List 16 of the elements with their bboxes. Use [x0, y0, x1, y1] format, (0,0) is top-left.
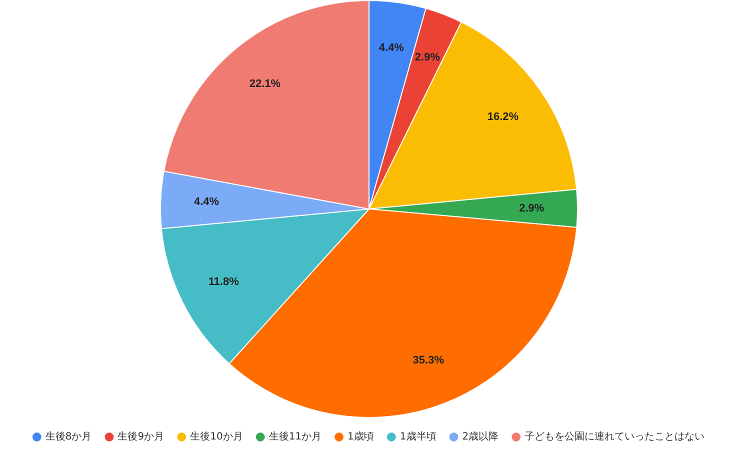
legend-label: 生後8か月 — [45, 430, 92, 443]
legend-label: 1歳頃 — [348, 430, 374, 443]
data-label: 22.1% — [249, 78, 281, 90]
legend-label: 1歳半頃 — [400, 430, 436, 443]
legend-label: 生後10か月 — [190, 430, 243, 443]
data-label: 4.4% — [194, 196, 220, 208]
legend-label: 子どもを公園に連れていったことはない — [524, 430, 705, 443]
legend-label: 2歳以降 — [462, 430, 499, 443]
data-label: 2.9% — [519, 202, 544, 215]
data-label: 2.9% — [414, 51, 440, 64]
data-label: 16.2% — [487, 110, 519, 123]
data-label: 4.4% — [378, 42, 404, 54]
data-label: 35.3% — [412, 354, 444, 366]
data-label: 11.8% — [208, 276, 240, 288]
legend-label: 生後11か月 — [268, 430, 322, 443]
legend-label: 生後9か月 — [118, 430, 164, 443]
